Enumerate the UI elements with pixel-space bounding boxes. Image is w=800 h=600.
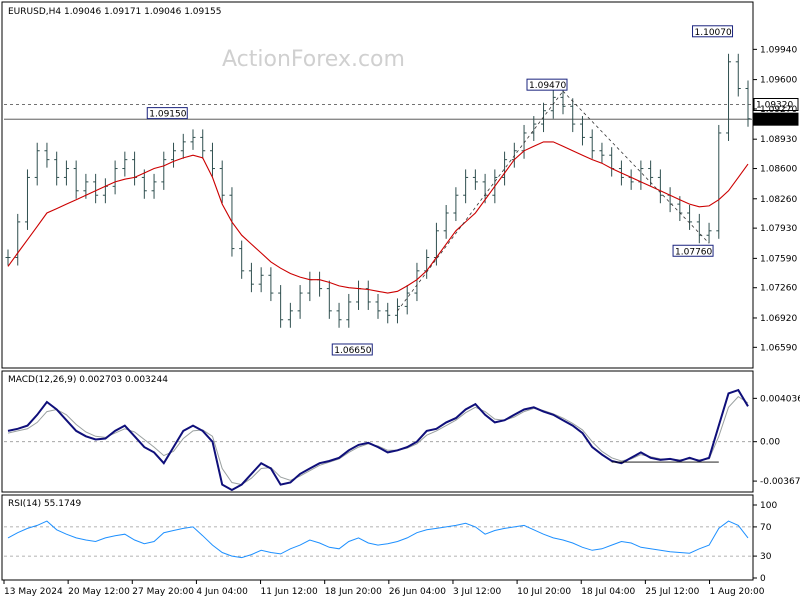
macd-line bbox=[7, 388, 749, 492]
price-title: EURUSD,H4 1.09046 1.09171 1.09046 1.0915… bbox=[8, 7, 221, 17]
reference-line-box bbox=[753, 112, 799, 126]
y-tick-label: 1.08930 bbox=[760, 135, 797, 145]
y-tick-label: 1.08260 bbox=[760, 195, 797, 205]
y-tick-label: 70 bbox=[760, 523, 772, 533]
y-tick-label: 1.08600 bbox=[760, 165, 797, 175]
trendline bbox=[397, 90, 564, 312]
x-tick-label: 4 Jun 04:00 bbox=[196, 587, 248, 597]
annotation-label: 1.09150 bbox=[149, 110, 186, 120]
annotation-box bbox=[692, 25, 734, 38]
annotation-box bbox=[331, 343, 373, 356]
y-tick-label: 1.07930 bbox=[760, 224, 797, 234]
moving-average-line bbox=[7, 141, 749, 294]
x-tick-label: 13 May 2024 bbox=[4, 587, 63, 597]
price-reference-lines: 1.09320 1.09155 bbox=[4, 97, 799, 126]
rsi-panel-frame bbox=[1, 494, 754, 581]
reference-line-label: 1.09155 bbox=[756, 115, 793, 125]
rsi-grid bbox=[4, 526, 752, 557]
x-tick-label: 3 Jul 12:00 bbox=[453, 587, 502, 597]
annotation-box bbox=[146, 107, 188, 120]
watermark-text: ActionForex.com bbox=[222, 47, 405, 72]
y-tick-label: 1.09600 bbox=[760, 76, 797, 86]
y-tick-label: 0.004036 bbox=[760, 394, 800, 404]
x-tick-label: 18 Jul 04:00 bbox=[581, 587, 635, 597]
x-tick-label: 20 May 12:00 bbox=[68, 587, 130, 597]
price-series bbox=[5, 53, 751, 328]
trendline bbox=[562, 90, 710, 244]
macd-title: MACD(12,26,9) 0.002703 0.003244 bbox=[8, 375, 168, 385]
y-tick-label: 1.07260 bbox=[760, 284, 797, 294]
rsi-line bbox=[7, 520, 749, 559]
x-tick-label: 26 Jun 04:00 bbox=[389, 587, 446, 597]
y-tick-label: -0.00367 bbox=[760, 477, 800, 487]
x-tick-label: 27 May 20:00 bbox=[132, 587, 194, 597]
y-tick-label: 1.09270 bbox=[760, 105, 797, 115]
annotation-box bbox=[672, 244, 714, 257]
macd-panel-frame bbox=[1, 370, 754, 493]
y-tick-label: 30 bbox=[760, 552, 772, 562]
x-tick-label: 18 Jun 20:00 bbox=[325, 587, 382, 597]
rsi-series bbox=[7, 520, 749, 559]
y-tick-label: 1.09940 bbox=[760, 45, 797, 55]
y-tick-label: 1.06920 bbox=[760, 314, 797, 324]
x-tick-label: 1 Aug 20:00 bbox=[710, 587, 765, 597]
y-tick-label: 100 bbox=[760, 501, 777, 511]
x-axis: 13 May 2024 20 May 12:00 27 May 20:00 4 Jun… bbox=[3, 580, 765, 597]
y-tick-label: 0.00 bbox=[760, 438, 780, 448]
x-tick-label: 11 Jun 12:00 bbox=[261, 587, 318, 597]
rsi-y-axis: 100 70 30 0 bbox=[753, 501, 777, 584]
x-tick-label: 10 Jul 20:00 bbox=[517, 587, 571, 597]
annotation-label: 1.10070 bbox=[695, 28, 732, 38]
reference-line-box bbox=[753, 97, 799, 111]
reference-line-label: 1.09320 bbox=[756, 100, 793, 110]
price-annotations: 1.10070 1.09470 1.09150 1.07760 1.06650 bbox=[146, 25, 734, 356]
annotation-box bbox=[526, 78, 568, 91]
annotation-label: 1.09470 bbox=[529, 81, 566, 91]
y-tick-label: 1.06590 bbox=[760, 343, 797, 353]
macd-y-axis: 0.004036 0.00 -0.00367 bbox=[753, 394, 800, 487]
macd-series bbox=[7, 388, 749, 492]
x-tick-label: 25 Jul 12:00 bbox=[645, 587, 699, 597]
y-tick-label: 0 bbox=[760, 574, 766, 584]
annotation-label: 1.07760 bbox=[675, 247, 712, 257]
rsi-title: RSI(14) 55.1749 bbox=[8, 499, 81, 509]
y-tick-label: 1.07590 bbox=[760, 254, 797, 264]
price-y-axis: 1.09940 1.09600 1.09270 1.08930 1.08600 1.082… bbox=[753, 45, 797, 353]
annotation-label: 1.06650 bbox=[334, 346, 371, 356]
